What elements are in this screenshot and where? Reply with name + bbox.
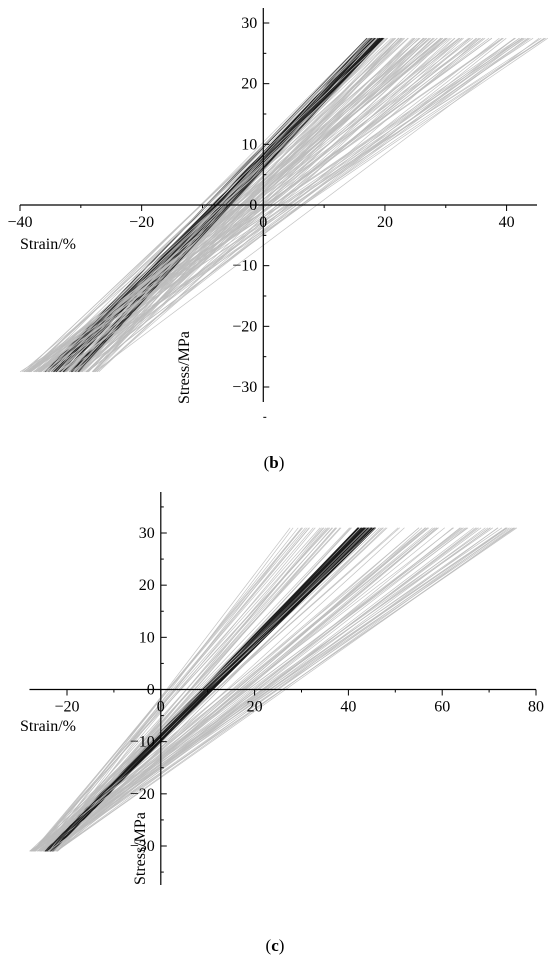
panel-b-x-axis-title: Strain/% (20, 236, 76, 253)
panel-c-y-tick-label: 0 (147, 682, 155, 699)
panel-b-y-tick-label: −10 (232, 258, 257, 275)
panel-b-x-tick-label: −40 (7, 214, 32, 231)
panel-b-x-tick-label: 0 (259, 214, 267, 231)
panel-c-x-tick-label: 40 (340, 699, 356, 716)
panel-c-y-tick-label: 10 (139, 629, 155, 646)
panel-b-y-tick-label: 30 (241, 15, 257, 32)
panel-b-chart: −40 −20 0 20 40 −30 −20 −10 0 10 20 30 Strain/% Str… (7, 8, 548, 418)
panel-c-x-tick-label: 60 (434, 699, 450, 716)
panel-c-x-tick-label: 0 (157, 699, 165, 716)
panel-b-y-tick-label: −20 (232, 318, 257, 335)
panel-c-y-tick-label: −30 (130, 838, 155, 855)
panel-b-x-tick-label: −20 (129, 214, 154, 231)
panel-c-y-axis-title: Stress/MPa (132, 812, 149, 885)
panel-b-y-axis-title: Stress/MPa (176, 331, 193, 404)
panel-b-x-tick-label: 20 (377, 214, 393, 231)
panel-c-chart: −20 0 20 40 60 80 −30 −20 −10 0 10 20 30 Strain/% St… (20, 492, 544, 885)
panel-b-caption-letter: b (269, 453, 278, 472)
panel-b-y-tick-label: 10 (241, 136, 257, 153)
panel-c-y-tick-label: −20 (130, 786, 155, 803)
panel-b-y-tick-label: −30 (232, 379, 257, 396)
panel-c-caption: (c) (266, 936, 285, 955)
panel-c-y-tick-label: 30 (139, 525, 155, 542)
panel-b-caption: (b) (264, 453, 285, 472)
panel-c-caption-letter: c (271, 936, 279, 955)
panel-c-x-tick-label: 20 (247, 699, 263, 716)
panel-c-x-tick-label: 80 (528, 699, 544, 716)
panel-b-y-tick-label: 20 (241, 76, 257, 93)
panel-b-axes: −40 −20 0 20 40 −30 −20 −10 0 10 20 30 (7, 8, 537, 418)
panel-c-x-axis-title: Strain/% (20, 718, 76, 735)
panel-c-y-tick-label: 20 (139, 577, 155, 594)
panel-c-axes: −20 0 20 40 60 80 −30 −20 −10 0 10 20 30 (29, 492, 544, 885)
panel-b-x-tick-label: 40 (499, 214, 515, 231)
panel-c-x-tick-label: −20 (54, 699, 79, 716)
panel-c-y-tick-label: −10 (130, 734, 155, 751)
panel-b-y-tick-label: 0 (249, 197, 257, 214)
